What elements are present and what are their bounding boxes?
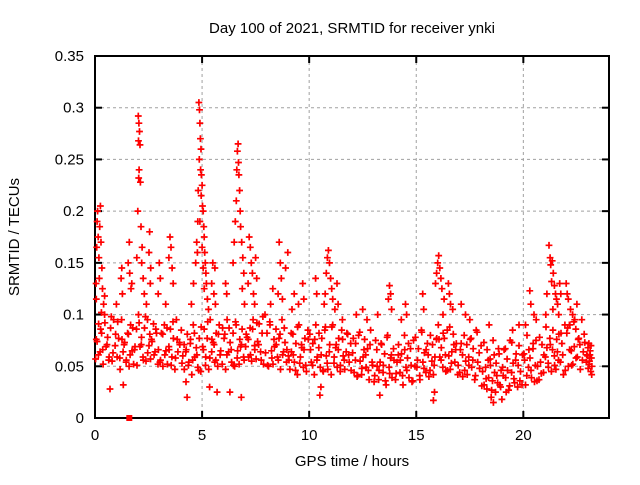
- y-tick-label: 0.1: [63, 307, 84, 324]
- y-tick-label: 0.15: [55, 255, 84, 272]
- y-tick-labels: 0 0.05 0.1 0.15 0.2 0.25 0.3 0.35: [55, 48, 84, 427]
- x-tick-labels: 0 5 10 15 20: [91, 427, 532, 444]
- y-tick-label: 0.05: [55, 358, 84, 375]
- y-tick-label: 0.25: [55, 151, 84, 168]
- x-tick-label: 10: [301, 427, 318, 444]
- flag-square-marker: [126, 415, 133, 421]
- y-tick-label: 0.35: [55, 48, 84, 65]
- y-tick-label: 0.3: [63, 100, 84, 117]
- x-tick-label: 5: [198, 427, 206, 444]
- y-axis-label: SRMTID / TECUs: [6, 178, 23, 296]
- x-axis-label: GPS time / hours: [295, 453, 409, 470]
- y-tick-label: 0: [76, 410, 84, 427]
- scatter-points: [92, 99, 596, 406]
- x-tick-label: 0: [91, 427, 99, 444]
- x-tick-label: 15: [408, 427, 425, 444]
- chart-title: Day 100 of 2021, SRMTID for receiver ynk…: [209, 20, 495, 37]
- x-tick-label: 20: [515, 427, 532, 444]
- y-tick-label: 0.2: [63, 203, 84, 220]
- gridlines: [95, 56, 609, 418]
